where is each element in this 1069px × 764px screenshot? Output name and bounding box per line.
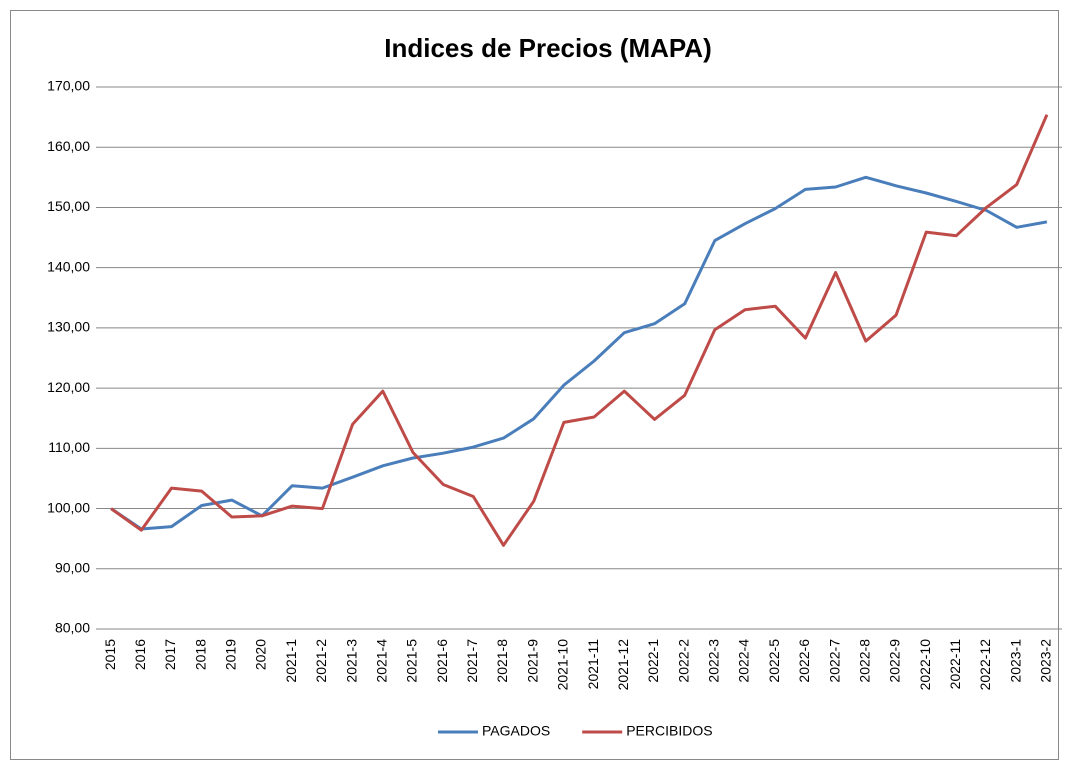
x-tick-label: 2022-5 bbox=[766, 639, 782, 683]
series-line bbox=[110, 114, 1049, 547]
y-tick-label: 170,00 bbox=[47, 78, 90, 94]
x-tick-label: 2021-2 bbox=[313, 639, 329, 683]
x-tick-label: 2022-6 bbox=[796, 639, 812, 683]
x-tick-label: 2021-10 bbox=[555, 639, 571, 691]
y-tick-label: 110,00 bbox=[48, 439, 90, 455]
x-tick-label: 2022-11 bbox=[947, 639, 963, 690]
x-tick-label: 2016 bbox=[132, 639, 148, 670]
series-line bbox=[110, 175, 1048, 531]
x-tick-label: 2021-4 bbox=[373, 639, 389, 683]
y-tick-label: 160,00 bbox=[47, 138, 90, 154]
x-tick-label: 2023-1 bbox=[1007, 639, 1023, 683]
legend-label: PERCIBIDOS bbox=[626, 723, 712, 739]
chart-frame bbox=[10, 10, 1059, 760]
legend-label: PAGADOS bbox=[482, 723, 550, 739]
x-tick-label: 2021-7 bbox=[464, 639, 480, 683]
x-tick-label: 2019 bbox=[223, 639, 239, 670]
x-tick-label: 2021-9 bbox=[524, 639, 540, 683]
chart-title: Indices de Precios (MAPA) bbox=[384, 33, 712, 63]
x-tick-label: 2022-3 bbox=[706, 639, 722, 683]
y-tick-label: 150,00 bbox=[47, 198, 90, 214]
x-tick-label: 2022-2 bbox=[675, 639, 691, 683]
y-tick-label: 100,00 bbox=[47, 499, 90, 515]
x-tick-label: 2022-1 bbox=[645, 639, 661, 683]
x-tick-label: 2022-4 bbox=[736, 639, 752, 683]
y-tick-label: 140,00 bbox=[47, 258, 90, 274]
x-tick-label: 2017 bbox=[162, 639, 178, 670]
x-tick-label: 2021-8 bbox=[494, 639, 510, 683]
x-tick-label: 2018 bbox=[192, 639, 208, 670]
y-tick-label: 120,00 bbox=[47, 379, 90, 395]
x-tick-label: 2022-12 bbox=[977, 639, 993, 691]
x-tick-label: 2015 bbox=[102, 639, 118, 670]
x-tick-label: 2023-2 bbox=[1038, 639, 1054, 683]
x-tick-label: 2022-8 bbox=[856, 639, 872, 683]
x-tick-label: 2020 bbox=[253, 639, 269, 670]
x-tick-label: 2021-3 bbox=[343, 639, 359, 683]
x-tick-label: 2021-6 bbox=[434, 639, 450, 683]
y-tick-label: 80,00 bbox=[55, 620, 90, 636]
x-tick-label: 2022-10 bbox=[917, 639, 933, 691]
x-tick-label: 2021-1 bbox=[283, 639, 299, 683]
x-tick-label: 2021-5 bbox=[404, 639, 420, 683]
y-tick-label: 90,00 bbox=[55, 559, 90, 575]
x-tick-label: 2021-11 bbox=[585, 639, 601, 690]
x-tick-label: 2022-9 bbox=[887, 639, 903, 683]
y-tick-label: 130,00 bbox=[47, 319, 90, 335]
x-tick-label: 2022-7 bbox=[826, 639, 842, 683]
x-tick-label: 2021-12 bbox=[615, 639, 631, 691]
